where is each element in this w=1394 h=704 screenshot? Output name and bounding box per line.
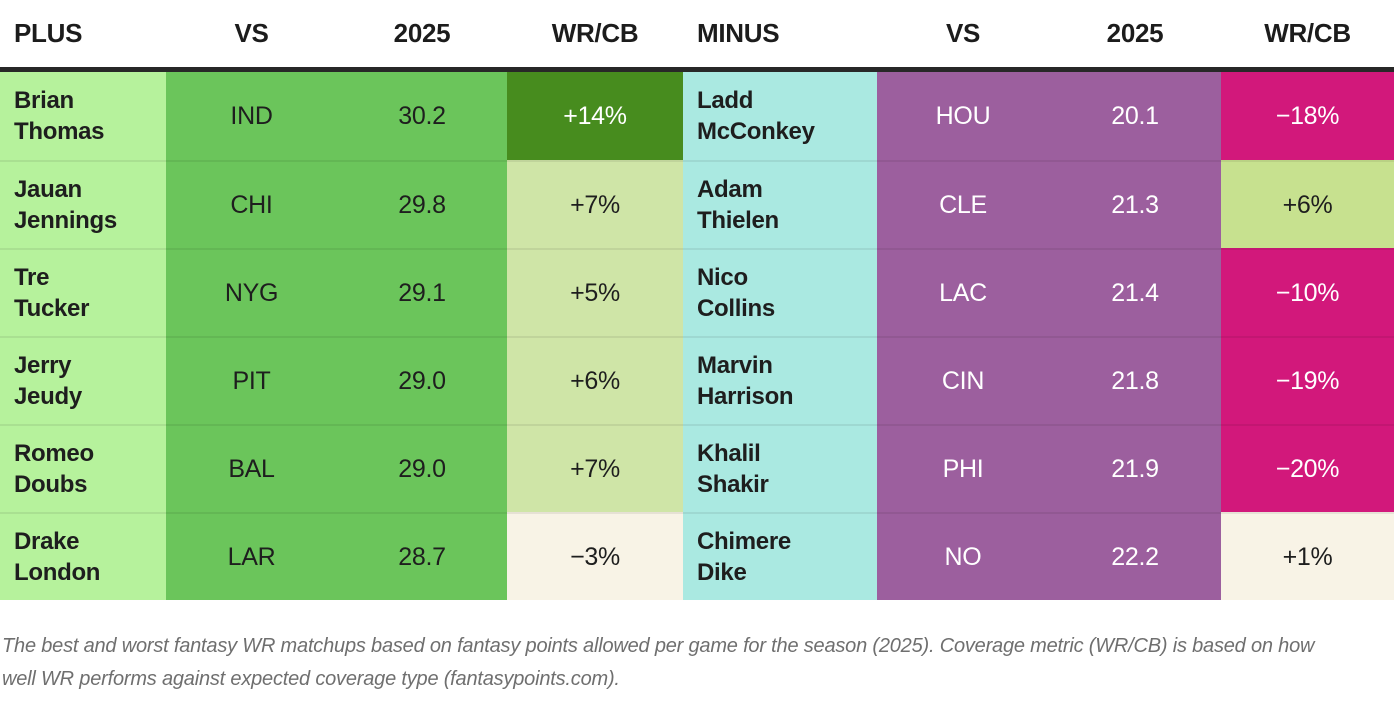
wrcb-cell: +6% [1221,160,1394,248]
points-cell: 28.7 [337,512,507,600]
points-cell: 20.1 [1049,72,1221,160]
header-2025-left: 2025 [337,0,507,67]
team-cell: NYG [166,248,337,336]
points-cell: 21.4 [1049,248,1221,336]
team-cell: IND [166,72,337,160]
team-cell: LAC [877,248,1049,336]
wrcb-cell: +14% [507,72,683,160]
header-2025-right: 2025 [1049,0,1221,67]
wrcb-cell: −19% [1221,336,1394,424]
player-name: Nico Collins [697,264,775,322]
player-name-cell: Jerry Jeudy [0,336,166,424]
team-cell: PIT [166,336,337,424]
table-row: Jerry Jeudy PIT 29.0 +6% Marvin Harrison… [0,336,1394,424]
team-cell: CLE [877,160,1049,248]
team-cell: LAR [166,512,337,600]
points-cell: 30.2 [337,72,507,160]
table-row: Romeo Doubs BAL 29.0 +7% Khalil Shakir P… [0,424,1394,512]
points-cell: 21.8 [1049,336,1221,424]
wrcb-cell: −3% [507,512,683,600]
player-name: Brian Thomas [14,87,105,145]
points-cell: 21.9 [1049,424,1221,512]
player-name-cell: Ladd McConkey [683,72,877,160]
team-cell: NO [877,512,1049,600]
player-name-cell: Jauan Jennings [0,160,166,248]
points-cell: 29.0 [337,424,507,512]
points-cell: 21.3 [1049,160,1221,248]
wrcb-cell: −20% [1221,424,1394,512]
team-cell: BAL [166,424,337,512]
team-cell: PHI [877,424,1049,512]
header-plus: PLUS [0,0,166,67]
player-name-cell: Romeo Doubs [0,424,166,512]
wrcb-cell: +7% [507,424,683,512]
player-name-cell: Khalil Shakir [683,424,877,512]
wrcb-cell: −10% [1221,248,1394,336]
points-cell: 29.1 [337,248,507,336]
wrcb-cell: +6% [507,336,683,424]
player-name: Drake London [14,528,101,586]
player-name-cell: Drake London [0,512,166,600]
points-cell: 29.0 [337,336,507,424]
table-row: Tre Tucker NYG 29.1 +5% Nico Collins LAC… [0,248,1394,336]
header-wrcb-right: WR/CB [1221,0,1394,67]
player-name: Ladd McConkey [697,87,815,145]
player-name-cell: Nico Collins [683,248,877,336]
table-row: Drake London LAR 28.7 −3% Chimere Dike N… [0,512,1394,600]
player-name: Khalil Shakir [697,440,769,498]
wrcb-cell: +5% [507,248,683,336]
table-header-row: PLUS VS 2025 WR/CB MINUS VS 2025 WR/CB [0,0,1394,72]
player-name: Chimere Dike [697,528,791,586]
team-cell: HOU [877,72,1049,160]
team-cell: CHI [166,160,337,248]
player-name-cell: Chimere Dike [683,512,877,600]
points-cell: 22.2 [1049,512,1221,600]
header-vs-right: VS [877,0,1049,67]
player-name-cell: Marvin Harrison [683,336,877,424]
player-name: Tre Tucker [14,264,90,322]
player-name-cell: Adam Thielen [683,160,877,248]
table-caption: The best and worst fantasy WR matchups b… [2,635,1315,690]
player-name: Jerry Jeudy [14,352,82,410]
points-cell: 29.8 [337,160,507,248]
header-minus: MINUS [683,0,877,67]
player-name: Romeo Doubs [14,440,94,498]
table-row: Brian Thomas IND 30.2 +14% Ladd McConkey… [0,72,1394,160]
team-cell: CIN [877,336,1049,424]
header-vs-left: VS [166,0,337,67]
wrcb-cell: +7% [507,160,683,248]
table-row: Jauan Jennings CHI 29.8 +7% Adam Thielen… [0,160,1394,248]
player-name: Marvin Harrison [697,352,794,410]
player-name-cell: Brian Thomas [0,72,166,160]
player-name: Adam Thielen [697,176,779,234]
matchup-table: PLUS VS 2025 WR/CB MINUS VS 2025 WR/CB B… [0,0,1394,600]
wrcb-cell: +1% [1221,512,1394,600]
wrcb-cell: −18% [1221,72,1394,160]
player-name: Jauan Jennings [14,176,117,234]
header-wrcb-left: WR/CB [507,0,683,67]
player-name-cell: Tre Tucker [0,248,166,336]
